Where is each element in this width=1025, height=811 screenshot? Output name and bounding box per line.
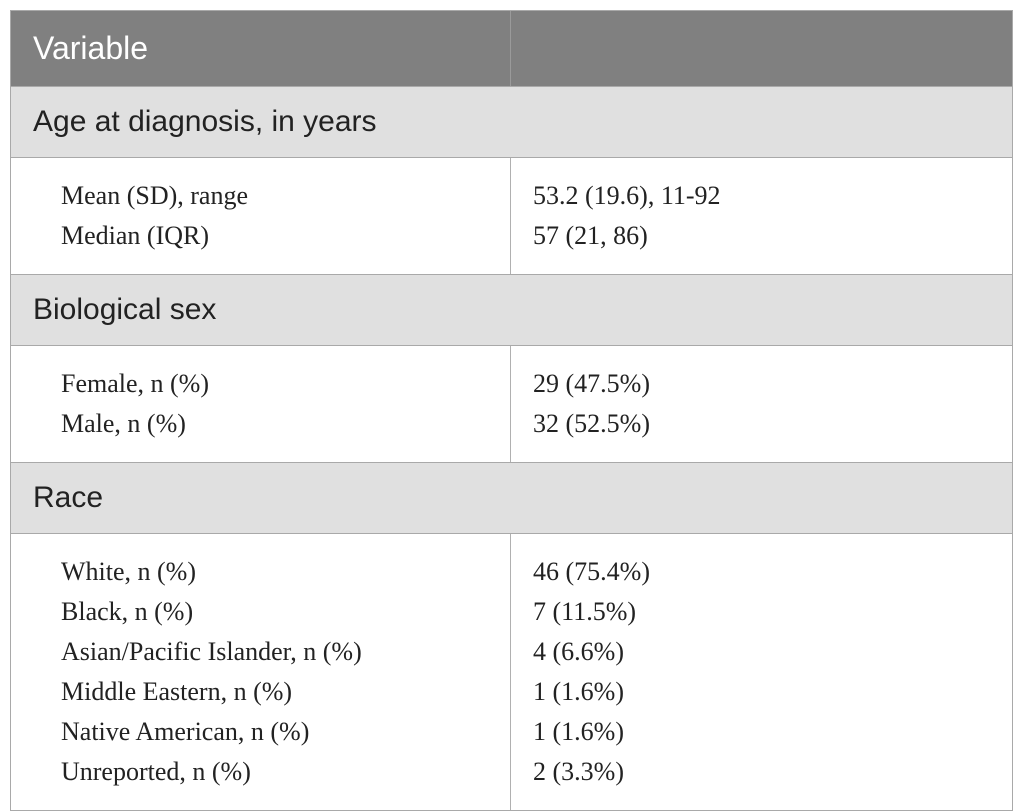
- row-label: Asian/Pacific Islander, n (%): [61, 637, 362, 666]
- row-label: Mean (SD), range: [61, 181, 248, 210]
- row-value: 1 (1.6%): [533, 677, 624, 706]
- row-label: Middle Eastern, n (%): [61, 677, 293, 706]
- label-column: Mean (SD), range Median (IQR): [11, 158, 511, 274]
- section-header-age: Age at diagnosis, in years: [11, 86, 1012, 157]
- header-variable: Variable: [11, 11, 511, 86]
- row-value: 1 (1.6%): [533, 717, 624, 746]
- row-value: 29 (47.5%): [533, 369, 650, 398]
- label-column: White, n (%) Black, n (%) Asian/Pacific …: [11, 534, 511, 810]
- value-column: 46 (75.4%) 7 (11.5%) 4 (6.6%) 1 (1.6%) 1…: [511, 534, 1012, 810]
- table-header: Variable: [11, 11, 1012, 86]
- section-body-age: Mean (SD), range Median (IQR) 53.2 (19.6…: [11, 157, 1012, 274]
- row-label: Unreported, n (%): [61, 757, 251, 786]
- section-title: Age at diagnosis, in years: [33, 105, 377, 138]
- section-header-sex: Biological sex: [11, 274, 1012, 345]
- section-header-race: Race: [11, 462, 1012, 533]
- row-label: Female, n (%): [61, 369, 210, 398]
- section-title: Race: [33, 481, 104, 514]
- row-label: Male, n (%): [61, 409, 186, 438]
- row-value: 32 (52.5%): [533, 409, 650, 438]
- row-value: 2 (3.3%): [533, 757, 624, 786]
- row-value: 57 (21, 86): [533, 221, 648, 250]
- section-body-sex: Female, n (%) Male, n (%) 29 (47.5%) 32 …: [11, 345, 1012, 462]
- value-column: 29 (47.5%) 32 (52.5%): [511, 346, 1012, 462]
- row-label: White, n (%): [61, 557, 197, 586]
- row-value: 53.2 (19.6), 11-92: [533, 181, 721, 210]
- row-label: Native American, n (%): [61, 717, 310, 746]
- header-value: [511, 11, 1012, 86]
- value-column: 53.2 (19.6), 11-92 57 (21, 86): [511, 158, 1012, 274]
- section-body-race: White, n (%) Black, n (%) Asian/Pacific …: [11, 533, 1012, 810]
- row-label: Black, n (%): [61, 597, 194, 626]
- row-value: 46 (75.4%): [533, 557, 650, 586]
- label-column: Female, n (%) Male, n (%): [11, 346, 511, 462]
- row-value: 4 (6.6%): [533, 637, 624, 666]
- section-title: Biological sex: [33, 293, 217, 326]
- demographics-table: Variable Age at diagnosis, in years Mean…: [10, 10, 1013, 811]
- row-value: 7 (11.5%): [533, 597, 637, 626]
- row-label: Median (IQR): [61, 221, 210, 250]
